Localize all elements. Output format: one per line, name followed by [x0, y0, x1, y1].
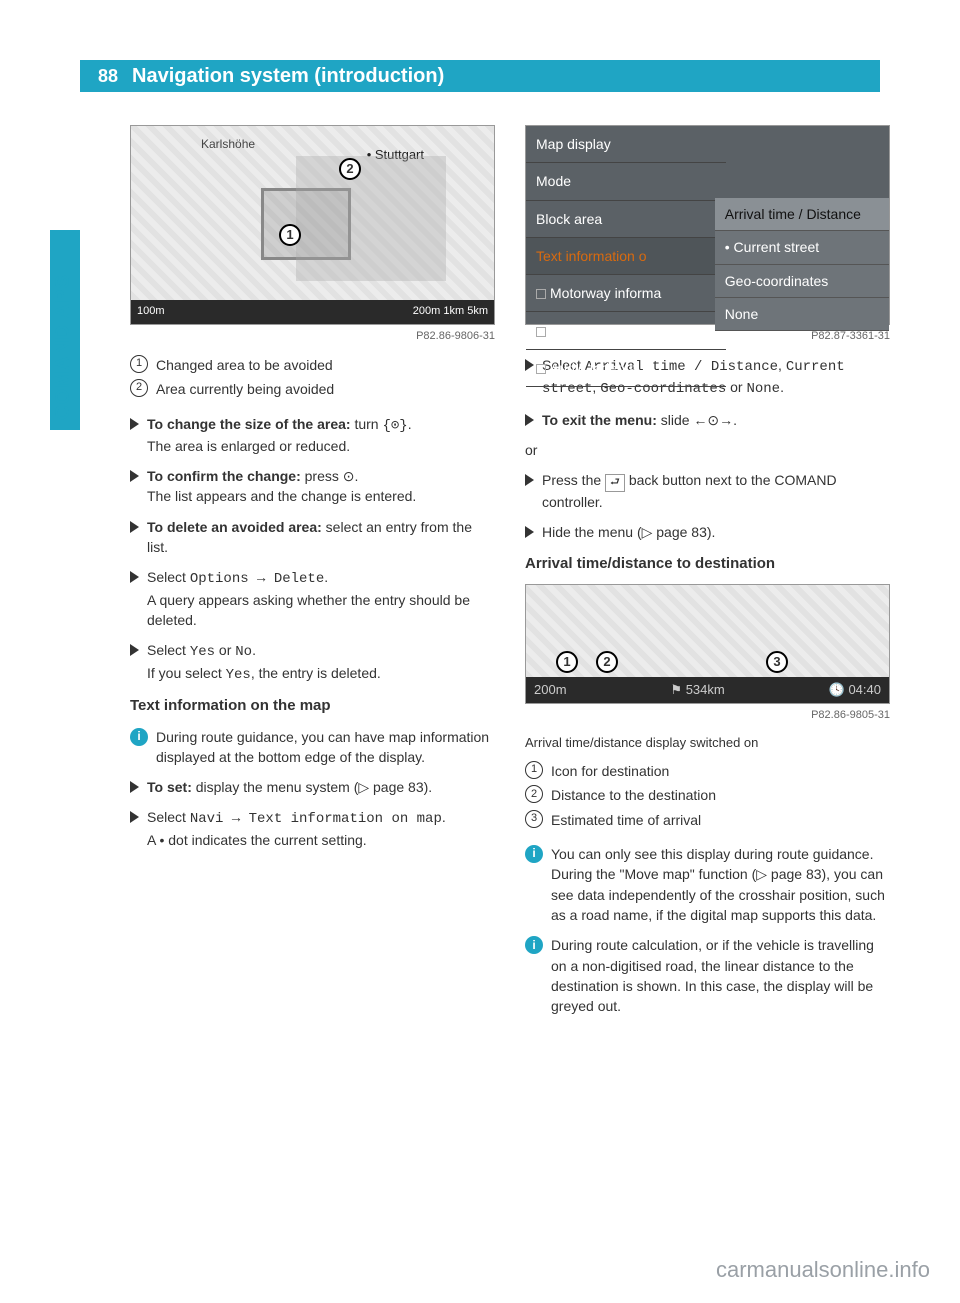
page-number: 88	[80, 66, 124, 87]
triangle-icon	[130, 781, 139, 793]
menu-item: • Current street	[715, 231, 889, 264]
subheading: Arrival time/distance to destination	[525, 553, 890, 575]
back-icon: ⮐	[605, 474, 625, 492]
step: Select Yes or No. If you select Yes, the…	[130, 640, 495, 685]
scale-bar: 100m 200m 1km 5km	[131, 300, 494, 324]
step: To set: display the menu system (▷ page …	[130, 777, 495, 797]
callout-pill-1: 1	[279, 224, 301, 246]
step-text: To confirm the change: press ⊙. The list…	[147, 466, 416, 507]
callout-pill-2: 2	[339, 158, 361, 180]
subheading: Text information on the map	[130, 695, 495, 717]
triangle-icon	[130, 571, 139, 583]
info-text: During route guidance, you can have map …	[156, 727, 495, 768]
menu-item-highlight: Arrival time / Distance	[715, 198, 889, 231]
header-bar: 88 Navigation system (introduction)	[80, 60, 880, 92]
step: To confirm the change: press ⊙. The list…	[130, 466, 495, 507]
callout-row: 1 Changed area to be avoided	[130, 355, 495, 375]
figure-caption: P82.86-9805-31	[525, 708, 890, 724]
info-icon: i	[525, 936, 543, 954]
time-value: 04:40	[848, 682, 881, 697]
step: To change the size of the area: turn {⊙}…	[130, 414, 495, 457]
info-text: You can only see this display during rou…	[551, 844, 890, 925]
triangle-icon	[525, 526, 534, 538]
scale-left: 100m	[137, 304, 165, 320]
info-block: i You can only see this display during r…	[525, 844, 890, 925]
triangle-icon	[130, 521, 139, 533]
step: Press the ⮐ back button next to the COMA…	[525, 470, 890, 512]
step-text: Select Yes or No. If you select Yes, the…	[147, 640, 381, 685]
step-text: Select Options → Delete. A query appears…	[147, 567, 495, 630]
distance-value: 534km	[686, 682, 725, 697]
step-text: Hide the menu (▷ page 83).	[542, 522, 715, 542]
figure-subtitle: Arrival time/distance display switched o…	[525, 734, 890, 753]
callout-list: 1 Changed area to be avoided 2 Area curr…	[130, 355, 495, 400]
callout-list: 1 Icon for destination 2 Distance to the…	[525, 761, 890, 830]
callout-text: Area currently being avoided	[156, 379, 334, 399]
footer-url: carmanualsonline.info	[716, 1257, 930, 1283]
info-text: During route calculation, or if the vehi…	[551, 935, 890, 1016]
place-label: Karlshöhe	[201, 136, 255, 153]
callout-row: 3 Estimated time of arrival	[525, 810, 890, 830]
callout-num: 1	[525, 761, 543, 779]
step-text: To exit the menu: slide ←⊙→.	[542, 410, 737, 430]
callout-row: 1 Icon for destination	[525, 761, 890, 781]
or-text: or	[525, 440, 890, 460]
callout-num: 3	[525, 810, 543, 828]
callout-text: Changed area to be avoided	[156, 355, 333, 375]
section-title: Navigation system (introduction)	[124, 65, 444, 88]
info-block: i During route calculation, or if the ve…	[525, 935, 890, 1016]
callout-num: 2	[525, 785, 543, 803]
left-column: Karlshöhe • Stuttgart 1 2 100m 200m 1km …	[130, 125, 495, 1026]
figure-map-avoided: Karlshöhe • Stuttgart 1 2 100m 200m 1km …	[130, 125, 495, 325]
bottom-bar: 200m ⚑ 534km 🕓 04:40	[526, 677, 889, 703]
info-block: i During route guidance, you can have ma…	[130, 727, 495, 768]
scale-marks: 200m 1km 5km	[413, 304, 488, 320]
content: Karlshöhe • Stuttgart 1 2 100m 200m 1km …	[130, 125, 890, 1026]
step: Hide the menu (▷ page 83).	[525, 522, 890, 542]
callout-text: Estimated time of arrival	[551, 810, 701, 830]
triangle-icon	[130, 644, 139, 656]
step-text: To change the size of the area: turn {⊙}…	[147, 414, 412, 457]
callout-text: Distance to the destination	[551, 785, 716, 805]
menu-item: Block area	[526, 201, 726, 238]
step: Select Navi → Text information on map. A…	[130, 807, 495, 850]
step-text: Select Navi → Text information on map. A…	[147, 807, 446, 850]
menu-item: Mode	[526, 163, 726, 200]
step: To exit the menu: slide ←⊙→.	[525, 410, 890, 430]
step-text: To set: display the menu system (▷ page …	[147, 777, 432, 797]
menu-item: Map display	[526, 126, 726, 163]
step-text: To delete an avoided area: select an ent…	[147, 517, 495, 558]
info-icon: i	[130, 728, 148, 746]
menu-item: Motorway informa	[526, 275, 726, 312]
figure-caption: P82.86-9806-31	[130, 329, 495, 345]
step-text: Press the ⮐ back button next to the COMA…	[542, 470, 890, 512]
menu-left: Map display Mode Block area Text informa…	[526, 126, 726, 387]
menu-item: None	[715, 298, 889, 331]
figure-arrival: 1 2 3 200m ⚑ 534km 🕓 04:40	[525, 584, 890, 704]
side-label: COMAND APS	[52, 274, 75, 420]
right-column: Map display Mode Block area Text informa…	[525, 125, 890, 1026]
triangle-icon	[130, 470, 139, 482]
callout-num: 1	[130, 355, 148, 373]
triangle-icon	[525, 414, 534, 426]
menu-item: Audio fadeout	[526, 350, 726, 387]
menu-item-selected: Text information o	[526, 238, 726, 275]
scale: 200m	[534, 681, 567, 700]
callout-row: 2 Distance to the destination	[525, 785, 890, 805]
step: Select Options → Delete. A query appears…	[130, 567, 495, 630]
triangle-icon	[525, 474, 534, 486]
callout-row: 2 Area currently being avoided	[130, 379, 495, 399]
info-icon: i	[525, 845, 543, 863]
callout-text: Icon for destination	[551, 761, 669, 781]
triangle-icon	[130, 811, 139, 823]
avoided-area-current	[296, 156, 446, 281]
triangle-icon	[130, 418, 139, 430]
figure-menu: Map display Mode Block area Text informa…	[525, 125, 890, 325]
step: To delete an avoided area: select an ent…	[130, 517, 495, 558]
menu-item: Geo-coordinates	[715, 265, 889, 298]
menu-right: Arrival time / Distance • Current street…	[715, 198, 889, 331]
menu-item: Read TMC-Messag	[526, 312, 726, 349]
callout-num: 2	[130, 379, 148, 397]
